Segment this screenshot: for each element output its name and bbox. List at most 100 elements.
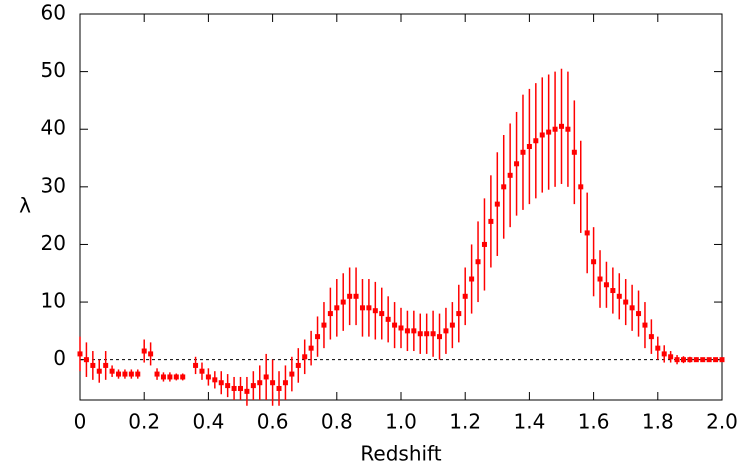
x-tick-label: 0.2 bbox=[128, 410, 160, 434]
data-point bbox=[372, 308, 378, 314]
data-point bbox=[411, 328, 417, 334]
data-point bbox=[315, 334, 321, 340]
data-point bbox=[565, 126, 571, 132]
data-point bbox=[623, 299, 629, 305]
data-point bbox=[225, 383, 231, 389]
data-point bbox=[706, 357, 712, 363]
data-point bbox=[514, 161, 520, 167]
data-point bbox=[231, 385, 237, 391]
data-point bbox=[347, 293, 353, 299]
data-point bbox=[584, 230, 590, 236]
data-point bbox=[334, 305, 340, 311]
data-point bbox=[398, 325, 404, 331]
data-point bbox=[578, 184, 584, 190]
x-axis-label: Redshift bbox=[360, 442, 441, 466]
data-point bbox=[116, 371, 122, 377]
data-point bbox=[263, 374, 269, 380]
data-point bbox=[148, 351, 154, 357]
x-tick-label: 0.6 bbox=[257, 410, 289, 434]
data-point bbox=[526, 144, 532, 150]
y-tick-label: 40 bbox=[41, 116, 66, 140]
data-point bbox=[668, 354, 674, 360]
data-point bbox=[379, 311, 385, 317]
x-tick-label: 0 bbox=[74, 410, 87, 434]
data-point bbox=[257, 380, 263, 386]
data-point bbox=[244, 388, 250, 394]
x-tick-label: 1.8 bbox=[642, 410, 674, 434]
data-point bbox=[103, 362, 109, 368]
y-tick-label: 20 bbox=[41, 231, 66, 255]
data-point bbox=[96, 368, 102, 374]
data-point bbox=[193, 362, 199, 368]
x-tick-label: 1.4 bbox=[513, 410, 545, 434]
data-point bbox=[674, 357, 680, 363]
data-point bbox=[392, 322, 398, 328]
data-point bbox=[180, 374, 186, 380]
data-point bbox=[546, 129, 552, 135]
y-tick-label: 0 bbox=[53, 346, 66, 370]
data-point bbox=[135, 371, 141, 377]
data-point bbox=[488, 218, 494, 224]
data-point bbox=[90, 362, 96, 368]
data-point bbox=[128, 371, 134, 377]
x-tick-label: 0.4 bbox=[192, 410, 224, 434]
data-point bbox=[443, 328, 449, 334]
data-point bbox=[199, 368, 205, 374]
data-point bbox=[77, 351, 83, 357]
data-point bbox=[481, 241, 487, 247]
data-point bbox=[289, 371, 295, 377]
data-point bbox=[533, 138, 539, 144]
y-tick-label: 10 bbox=[41, 289, 66, 313]
data-point bbox=[591, 259, 597, 265]
data-point bbox=[469, 276, 475, 282]
data-point bbox=[449, 322, 455, 328]
data-point bbox=[597, 276, 603, 282]
data-point bbox=[648, 334, 654, 340]
data-point bbox=[437, 334, 443, 340]
data-point bbox=[238, 385, 243, 391]
data-point bbox=[417, 331, 423, 337]
x-tick-label: 1.6 bbox=[578, 410, 610, 434]
data-point bbox=[430, 331, 436, 337]
data-point bbox=[719, 357, 725, 363]
data-point bbox=[404, 328, 410, 334]
data-point bbox=[520, 149, 526, 155]
data-point bbox=[270, 380, 276, 386]
data-point bbox=[501, 184, 507, 190]
data-point bbox=[475, 259, 481, 265]
data-point bbox=[276, 385, 282, 391]
data-point bbox=[700, 357, 706, 363]
data-point bbox=[494, 201, 500, 207]
data-point bbox=[327, 311, 333, 317]
y-tick-label: 60 bbox=[41, 1, 66, 25]
data-point bbox=[552, 126, 558, 132]
data-point bbox=[456, 311, 462, 317]
data-point bbox=[160, 374, 166, 380]
data-point bbox=[693, 357, 699, 363]
data-point bbox=[340, 299, 346, 305]
data-point bbox=[680, 357, 686, 363]
data-point bbox=[539, 132, 545, 138]
data-point bbox=[713, 357, 719, 363]
data-point bbox=[122, 371, 128, 377]
data-point bbox=[109, 368, 115, 374]
y-tick-label: 30 bbox=[41, 173, 66, 197]
data-point bbox=[154, 371, 160, 377]
x-tick-label: 0.8 bbox=[321, 410, 353, 434]
data-point bbox=[321, 322, 327, 328]
data-point bbox=[385, 316, 391, 322]
data-point bbox=[295, 362, 301, 368]
data-point bbox=[212, 377, 218, 383]
data-point bbox=[610, 288, 616, 294]
data-point bbox=[308, 345, 314, 351]
data-point bbox=[629, 305, 635, 311]
x-tick-label: 2.0 bbox=[706, 410, 738, 434]
data-point bbox=[205, 374, 211, 380]
data-point bbox=[616, 293, 622, 299]
data-point bbox=[687, 357, 693, 363]
data-point bbox=[359, 305, 365, 311]
data-point bbox=[603, 282, 609, 288]
data-point bbox=[571, 149, 577, 155]
data-point bbox=[282, 380, 288, 386]
